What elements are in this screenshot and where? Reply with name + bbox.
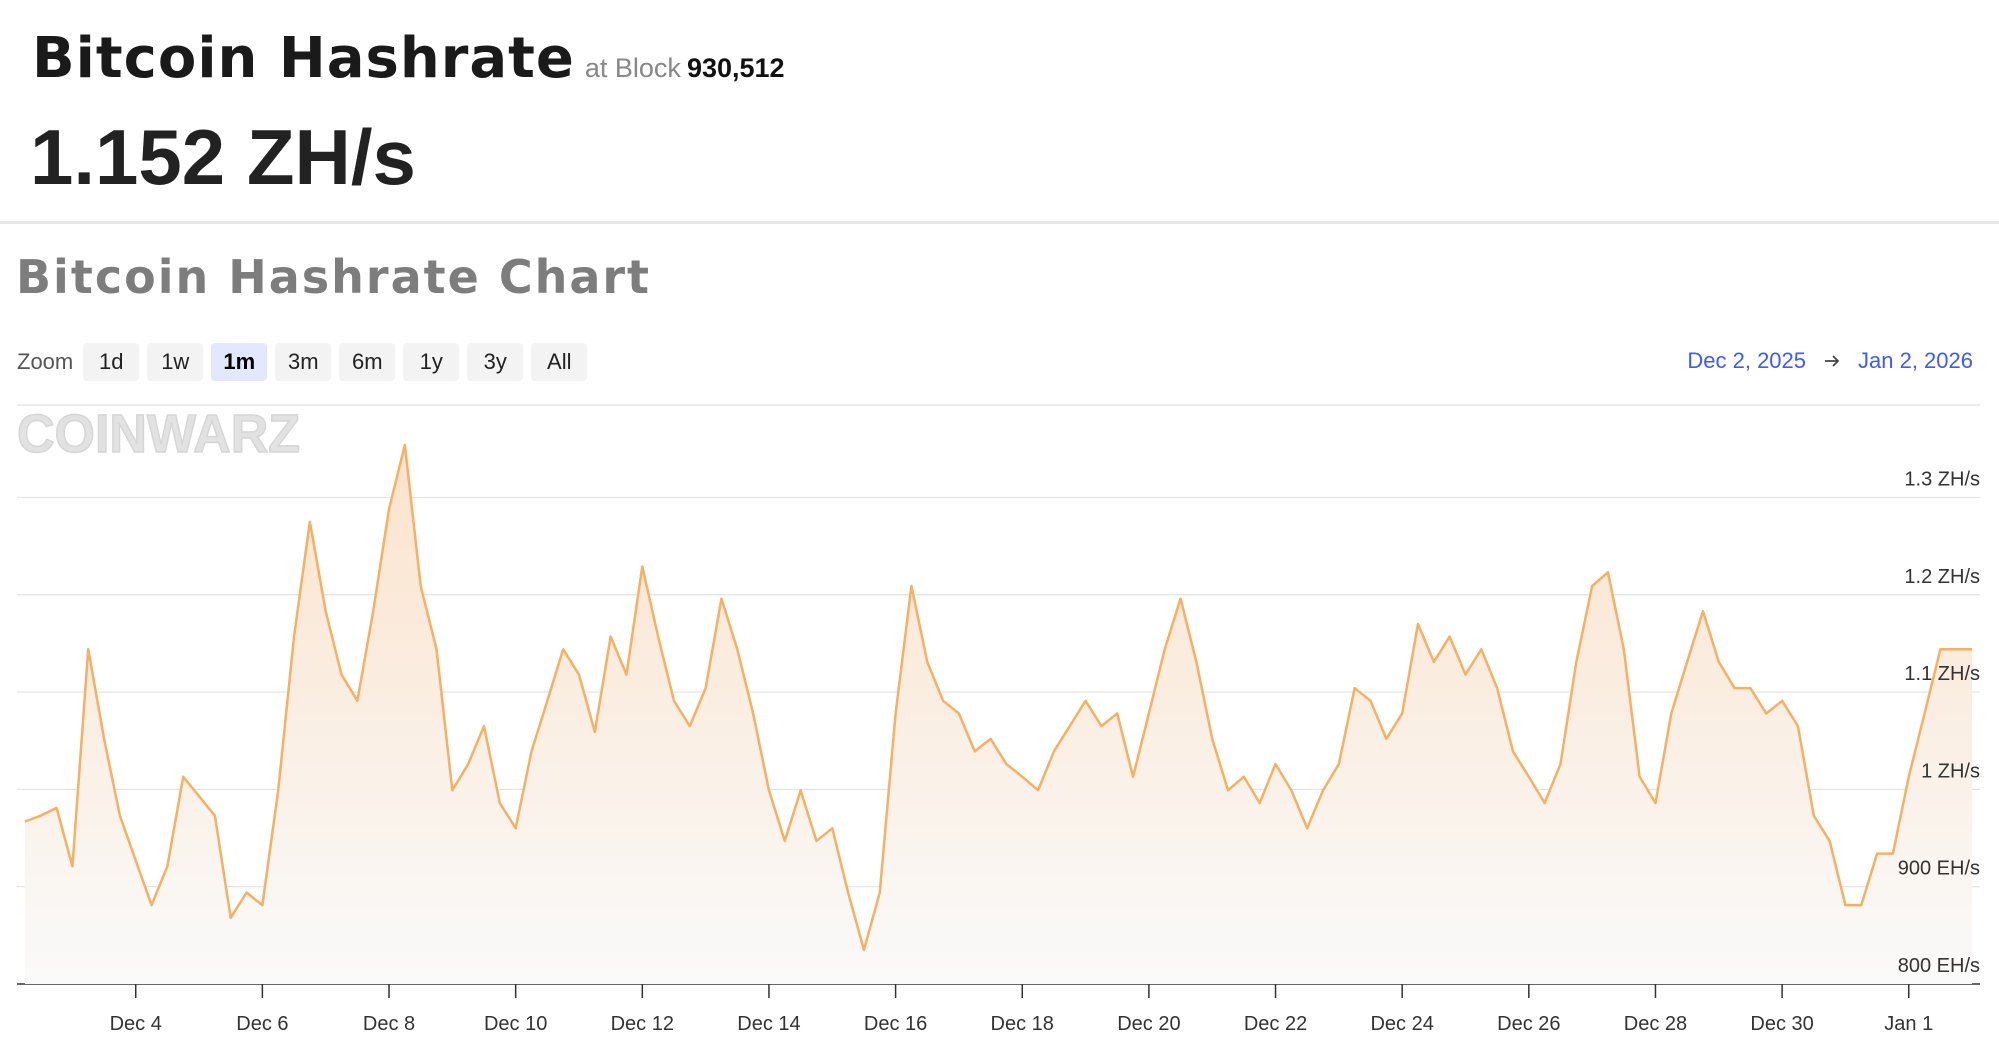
zoom-button[interactable]: 1w <box>147 343 204 381</box>
x-tick-label: Dec 28 <box>1624 1013 1687 1035</box>
x-tick-label: Dec 10 <box>484 1013 547 1035</box>
y-tick-label: 1.1 ZH/s <box>1904 663 1980 685</box>
x-tick-label: Dec 30 <box>1750 1013 1813 1035</box>
zoom-button[interactable]: 3y <box>467 343 524 381</box>
x-tick-label: Dec 4 <box>110 1013 162 1035</box>
zoom-button[interactable]: 6m <box>339 343 396 381</box>
y-tick-label: 1.2 ZH/s <box>1904 566 1980 588</box>
x-tick-label: Dec 8 <box>363 1013 415 1035</box>
chart-title: Bitcoin Hashrate Chart <box>16 250 652 304</box>
x-tick-label: Jan 1 <box>1884 1013 1933 1035</box>
x-tick-label: Dec 20 <box>1117 1013 1180 1035</box>
watermark: COINWARZ <box>17 404 300 464</box>
page-title: Bitcoin Hashrate at Block 930,512 <box>32 26 785 91</box>
y-tick-label: 1.3 ZH/s <box>1904 468 1980 490</box>
separator <box>0 221 1999 224</box>
zoom-bar: Zoom 1d 1w 1m 3m 6m 1y 3y All <box>17 343 588 381</box>
zoom-label: Zoom <box>17 349 74 374</box>
title-text: Bitcoin Hashrate <box>32 26 575 91</box>
x-tick-label: Dec 18 <box>991 1013 1054 1035</box>
range-start[interactable]: Dec 2, 2025 <box>1687 348 1807 373</box>
block-label: at Block <box>584 53 681 83</box>
x-tick-label: Dec 26 <box>1497 1013 1560 1035</box>
y-tick-label: 800 EH/s <box>1898 955 1980 977</box>
x-tick-label: Dec 22 <box>1244 1013 1307 1035</box>
zoom-button[interactable]: 1d <box>83 343 140 381</box>
x-tick-label: Dec 24 <box>1370 1013 1433 1035</box>
date-range: Dec 2, 2025 Jan 2, 2026 <box>1687 348 1973 374</box>
zoom-button[interactable]: 3m <box>275 343 332 381</box>
y-tick-label: 900 EH/s <box>1898 858 1980 880</box>
zoom-button[interactable]: 1m <box>211 343 268 381</box>
line <box>24 443 1973 952</box>
y-tick-label: 1 ZH/s <box>1921 760 1980 782</box>
arrow-icon <box>1825 355 1840 367</box>
x-tick-label: Dec 6 <box>236 1013 288 1035</box>
block-number: 930,512 <box>686 53 785 83</box>
area-fill <box>24 444 1973 985</box>
x-tick-label: Dec 12 <box>611 1013 674 1035</box>
zoom-button[interactable]: All <box>531 343 588 381</box>
zoom-button[interactable]: 1y <box>403 343 460 381</box>
current-hashrate: 1.152 ZH/s <box>30 113 416 201</box>
x-tick-label: Dec 16 <box>864 1013 927 1035</box>
x-tick-label: Dec 14 <box>737 1013 800 1035</box>
range-end[interactable]: Jan 2, 2026 <box>1858 348 1973 373</box>
